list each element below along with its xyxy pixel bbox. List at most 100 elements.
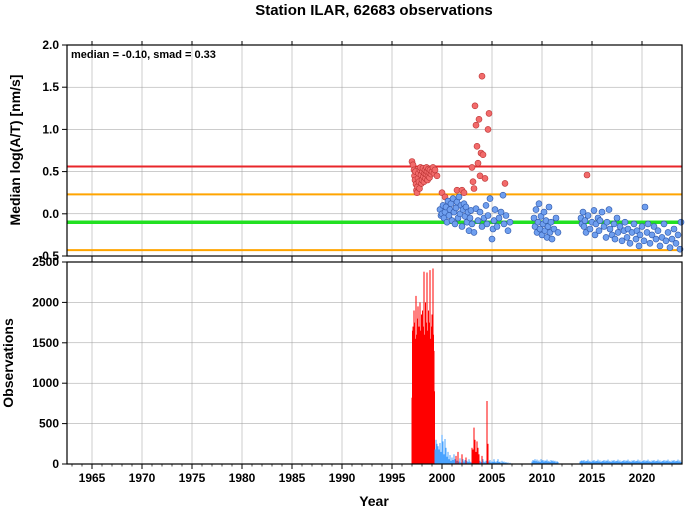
blue-data-point (458, 223, 466, 230)
blue-observation-bar (505, 462, 507, 464)
red-data-point (485, 110, 493, 117)
blue-data-point (626, 240, 634, 247)
top-panel-y-axis-label: Median log(A/T) [nm/s] (7, 75, 23, 226)
blue-data-point (652, 235, 660, 243)
blue-observation-bar (551, 461, 553, 464)
blue-observation-bar (467, 462, 469, 464)
blue-observation-bar (553, 461, 555, 464)
blue-data-point (664, 229, 672, 236)
blue-data-point (590, 207, 598, 214)
blue-observation-bar (630, 462, 632, 464)
blue-observation-bar (531, 461, 533, 464)
red-data-point (479, 151, 487, 158)
blue-observation-bar (616, 461, 618, 464)
blue-observation-bar (479, 460, 481, 464)
blue-observation-bar (666, 461, 668, 464)
blue-observation-bar (556, 461, 558, 464)
blue-observation-bar (538, 460, 540, 464)
blue-observation-bar (636, 461, 638, 464)
blue-data-point (613, 214, 621, 222)
blue-observation-bar (447, 451, 449, 464)
blue-observation-bar (596, 461, 598, 464)
blue-data-point (636, 231, 644, 239)
blue-observation-bar (495, 462, 497, 464)
blue-data-point (641, 203, 649, 211)
blue-observation-bar (655, 460, 657, 464)
blue-data-point (674, 231, 682, 239)
blue-observation-bar (671, 460, 673, 464)
blue-observation-bar (646, 461, 648, 464)
blue-observation-bar (441, 434, 443, 464)
blue-observation-bar (607, 459, 609, 464)
blue-observation-bar (454, 459, 456, 464)
x-axis-label: Year (359, 493, 389, 509)
blue-observation-bar (623, 460, 625, 464)
blue-data-point (493, 223, 501, 230)
blue-observation-bar (436, 443, 438, 464)
blue-observation-bar (468, 459, 470, 464)
blue-observation-bar (582, 461, 584, 464)
blue-observation-bar (611, 460, 613, 464)
blue-data-point (591, 231, 599, 239)
blue-observation-bar (504, 462, 506, 464)
blue-observation-bar (635, 460, 637, 464)
blue-observation-bar (639, 460, 641, 464)
blue-observation-bar (615, 460, 617, 464)
blue-observation-bar (629, 460, 631, 464)
blue-data-point (535, 200, 543, 207)
blue-data-point (595, 227, 603, 234)
blue-data-point (656, 242, 664, 250)
blue-data-point (623, 234, 631, 241)
blue-observation-bar (610, 462, 612, 464)
blue-data-point (670, 225, 678, 233)
red-observation-bar (465, 457, 467, 464)
bottom-panel-frame (66, 261, 683, 465)
red-observation-bar (477, 447, 479, 464)
blue-observation-bar (483, 461, 485, 464)
blue-observation-bar (634, 461, 636, 464)
blue-observation-bar (491, 460, 493, 464)
blue-data-point (586, 225, 594, 233)
red-observation-bar (457, 451, 459, 464)
red-observation-bar (478, 454, 480, 464)
blue-observation-bar (534, 459, 536, 464)
blue-observation-bar (674, 461, 676, 464)
blue-data-point (603, 218, 611, 226)
blue-observation-bar (532, 460, 534, 464)
blue-data-point (545, 203, 553, 211)
x-tick-label: 1965 (79, 471, 106, 485)
blue-observation-bar (676, 461, 678, 464)
blue-data-point (484, 212, 492, 219)
blue-observation-bar (621, 460, 623, 464)
blue-observation-bar (550, 460, 552, 464)
blue-observation-bar (462, 459, 464, 464)
blue-observation-bar (644, 461, 646, 464)
blue-observation-bar (587, 459, 589, 464)
red-data-point (481, 175, 489, 182)
blue-observation-bar (583, 460, 585, 464)
blue-data-point (554, 229, 562, 236)
blue-observation-bar (448, 459, 450, 464)
red-observation-bar (434, 391, 435, 464)
red-data-point (431, 166, 439, 174)
blue-observation-bar (618, 461, 620, 464)
blue-observation-bar (675, 460, 677, 464)
blue-observation-bar (485, 460, 487, 464)
blue-observation-bar (446, 456, 448, 464)
blue-observation-bar (547, 461, 549, 464)
blue-observation-bar (651, 460, 653, 464)
blue-observation-bar (631, 460, 633, 464)
blue-data-point (580, 223, 588, 230)
blue-observation-bar (545, 461, 547, 464)
top-y-tick-label: 1.5 (42, 80, 59, 94)
blue-observation-bar (484, 462, 486, 464)
red-observation-bar (487, 443, 489, 464)
blue-observation-bar (626, 461, 628, 464)
blue-observation-bar (678, 461, 680, 464)
blue-observation-bar (586, 461, 588, 464)
blue-observation-bar (637, 459, 639, 464)
blue-observation-bar (590, 462, 592, 464)
blue-data-point (596, 217, 604, 224)
blue-observation-bar (543, 461, 545, 464)
blue-observation-bar (598, 461, 600, 464)
